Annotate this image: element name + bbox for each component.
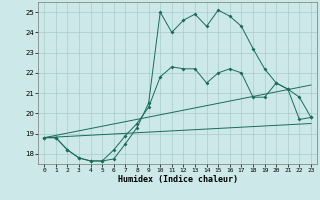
X-axis label: Humidex (Indice chaleur): Humidex (Indice chaleur) [118, 175, 238, 184]
